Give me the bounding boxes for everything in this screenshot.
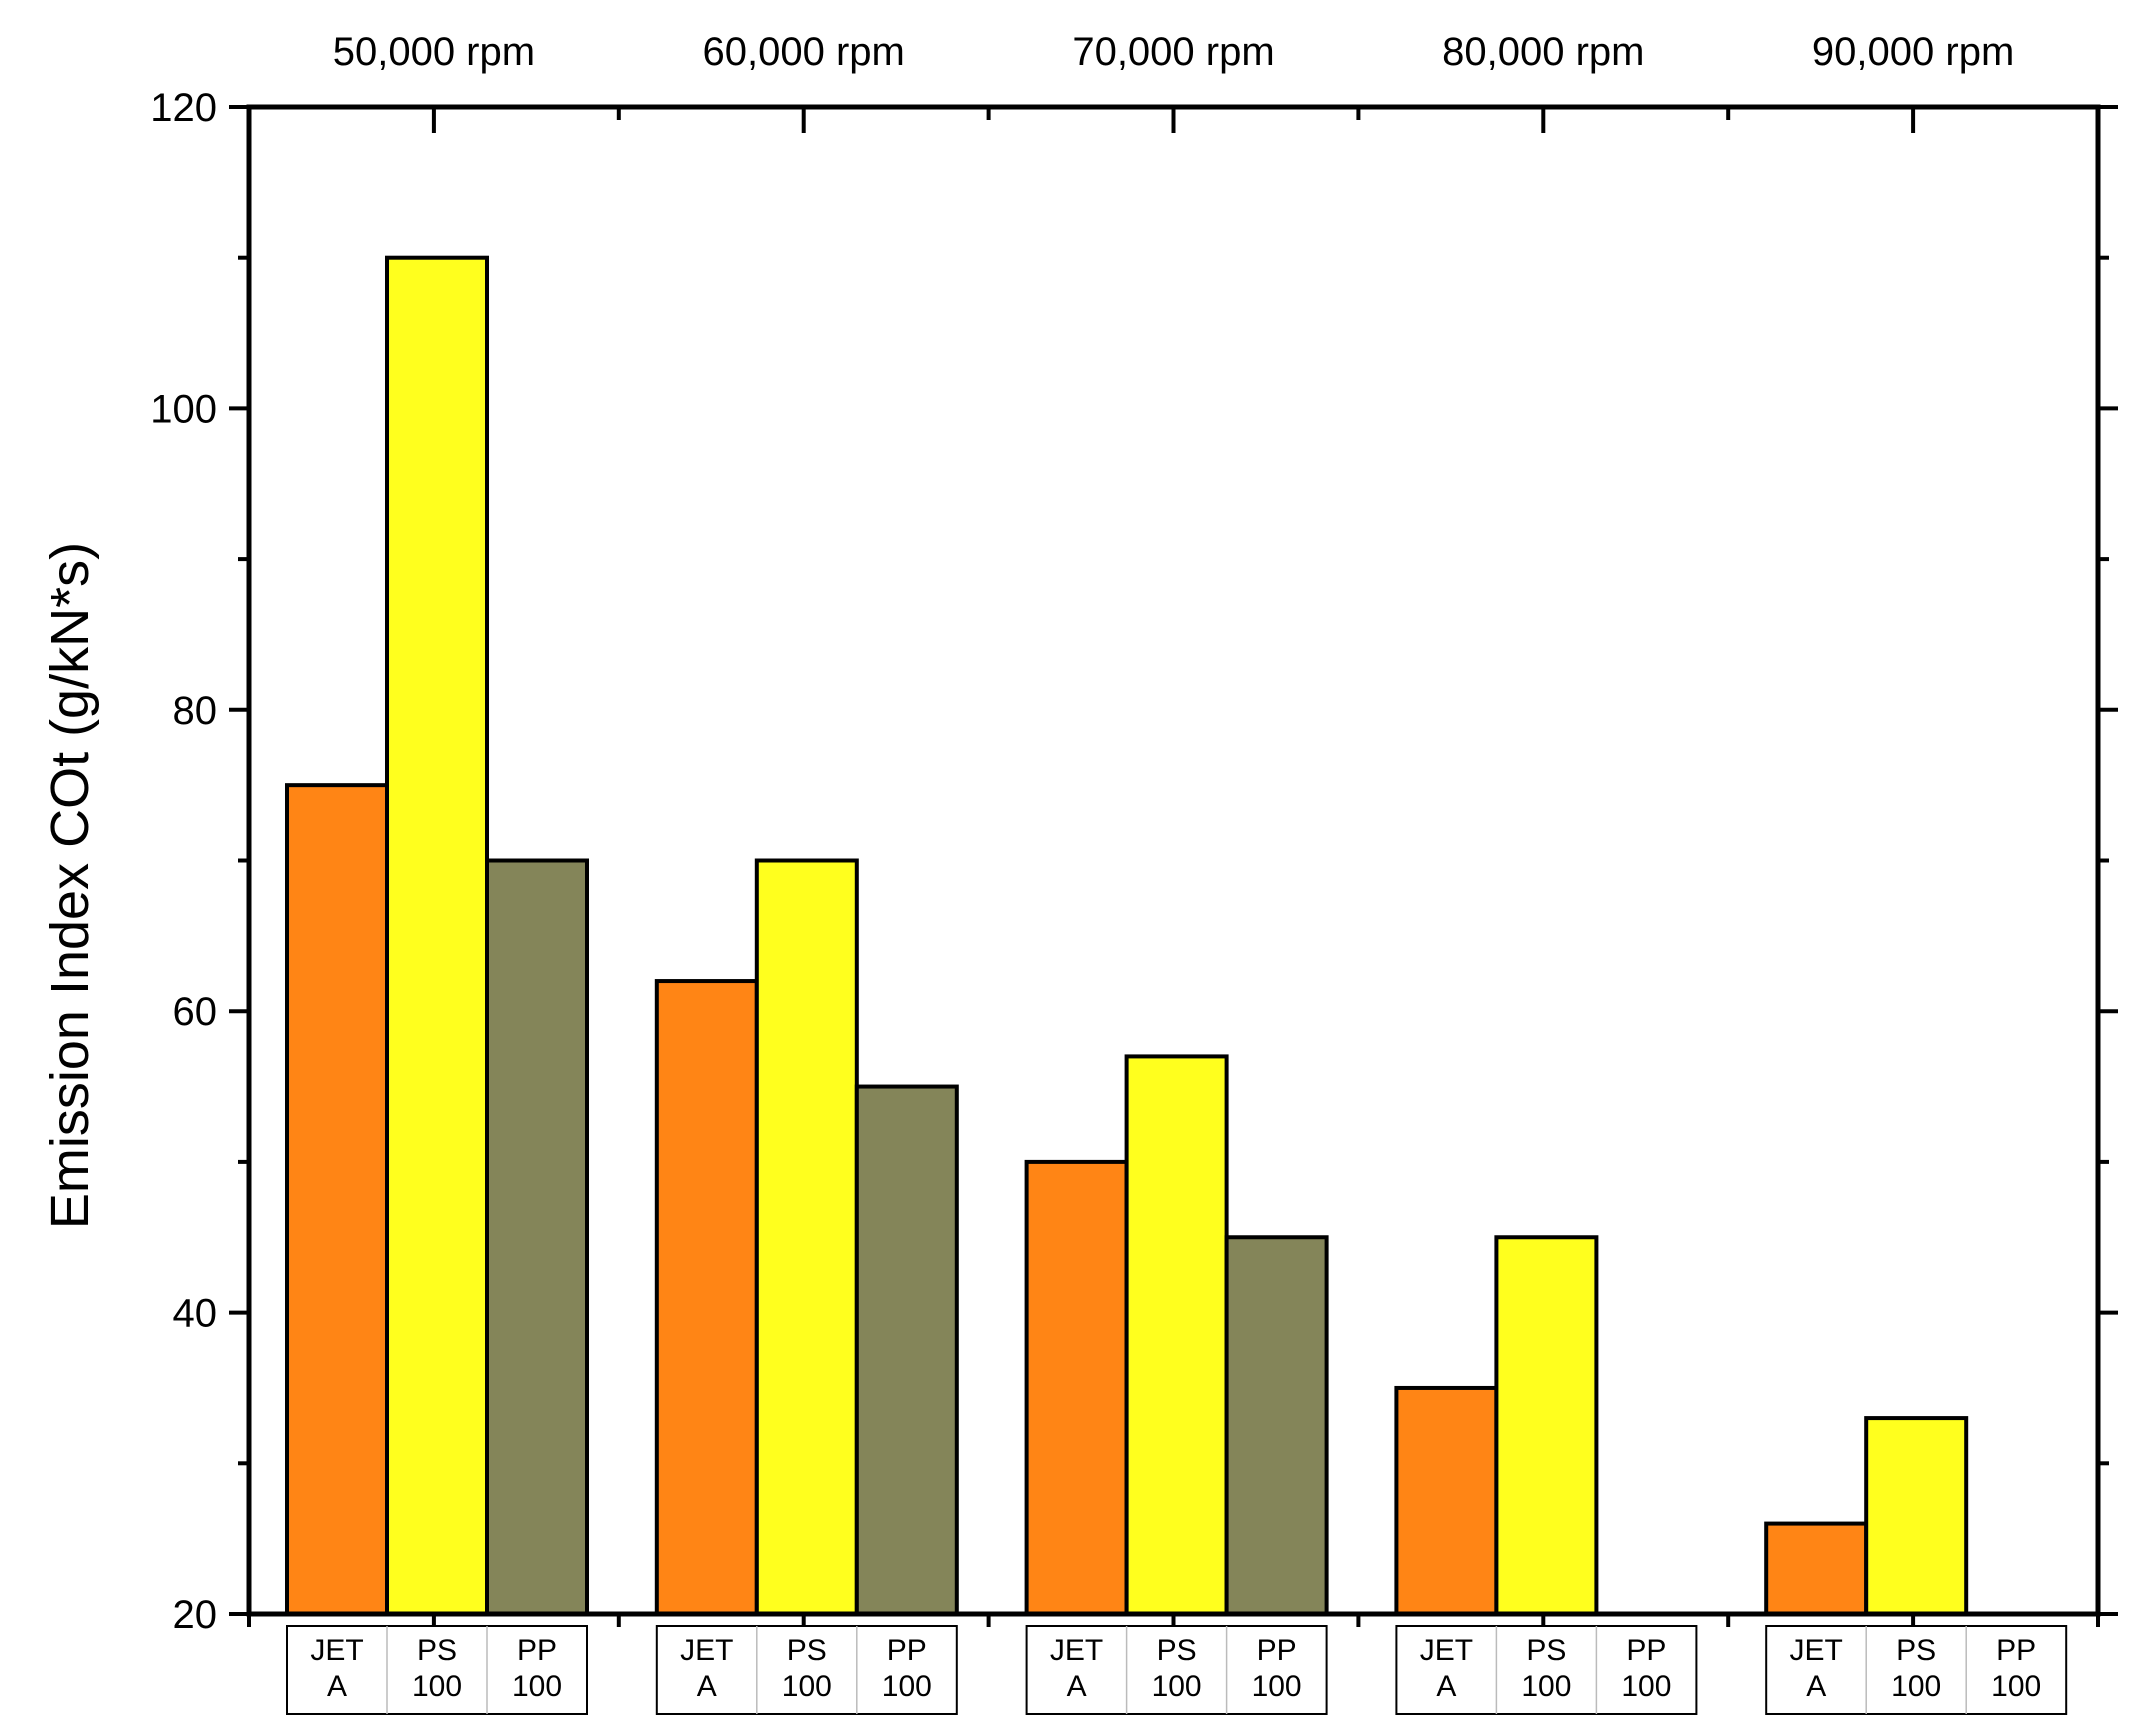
category-label-text: PP xyxy=(887,1634,927,1667)
category-label-text: 100 xyxy=(1991,1670,2041,1703)
bar-jet-a-4 xyxy=(1394,1385,1499,1616)
group-label-top: 70,000 rpm xyxy=(1072,30,1274,74)
category-label-text: PP xyxy=(517,1634,557,1667)
category-label-text: A xyxy=(1806,1670,1826,1703)
bar-pp-100-2 xyxy=(854,1084,959,1617)
category-label-box xyxy=(1765,1625,2068,1715)
category-label-text: A xyxy=(1067,1670,1087,1703)
bar-jet-a-5 xyxy=(1764,1521,1869,1616)
bar-ps-100-4 xyxy=(1494,1235,1599,1616)
bars-layer xyxy=(285,255,1969,1617)
category-label-text: A xyxy=(697,1670,717,1703)
category-label-box xyxy=(655,1625,958,1715)
group-label-top: 60,000 rpm xyxy=(703,30,905,74)
y-tick-label: 120 xyxy=(150,86,217,130)
bar-pp-100-3 xyxy=(1224,1235,1329,1616)
y-tick-label: 40 xyxy=(173,1292,218,1336)
category-label-text: JET xyxy=(1420,1634,1473,1667)
category-label-box xyxy=(286,1625,588,1715)
bar-ps-100-5 xyxy=(1864,1416,1969,1616)
category-label-text: 100 xyxy=(1891,1670,1941,1703)
category-label-text: 100 xyxy=(1252,1670,1302,1703)
bar-ps-100-1 xyxy=(385,255,489,1617)
category-label-box xyxy=(1395,1625,1698,1715)
bar-jet-a-2 xyxy=(654,979,759,1616)
bar-jet-a-3 xyxy=(1024,1159,1129,1617)
category-label-text: PS xyxy=(417,1634,457,1667)
bar-pp-100-1 xyxy=(485,858,589,1616)
category-label-text: 100 xyxy=(1521,1670,1571,1703)
category-label-text: PS xyxy=(787,1634,827,1667)
category-label-text: A xyxy=(1436,1670,1456,1703)
category-label-text: PS xyxy=(1526,1634,1566,1667)
y-tick-label: 20 xyxy=(173,1593,218,1637)
labels-layer: 20 40 60 80 100 120 50,000 rpm 60,000 rpm 70,000… xyxy=(40,30,2068,1715)
category-label-text: PP xyxy=(1257,1634,1297,1667)
y-tick-label: 80 xyxy=(173,689,218,733)
category-label-text: 100 xyxy=(782,1670,832,1703)
category-label-text: 100 xyxy=(1621,1670,1671,1703)
group-label-top: 90,000 rpm xyxy=(1812,30,2014,74)
category-label-text: PS xyxy=(1157,1634,1197,1667)
y-tick-label: 60 xyxy=(173,990,218,1034)
bar-ps-100-2 xyxy=(754,858,859,1616)
category-label-text: JET xyxy=(310,1634,363,1667)
category-label-text: PP xyxy=(1996,1634,2036,1667)
bar-jet-a-1 xyxy=(285,783,389,1616)
category-label-text: A xyxy=(327,1670,347,1703)
category-label-text: PS xyxy=(1896,1634,1936,1667)
category-label-text: 100 xyxy=(412,1670,462,1703)
category-label-text: 100 xyxy=(882,1670,932,1703)
group-label-top: 50,000 rpm xyxy=(333,30,535,74)
y-axis-label: Emission Index COt (g/kN*s) xyxy=(40,542,100,1229)
group-label-top: 80,000 rpm xyxy=(1442,30,1644,74)
category-label-text: JET xyxy=(1790,1634,1843,1667)
category-label-box xyxy=(1025,1625,1328,1715)
category-label-text: JET xyxy=(680,1634,733,1667)
category-label-text: JET xyxy=(1050,1634,1103,1667)
category-label-text: 100 xyxy=(512,1670,562,1703)
category-label-text: 100 xyxy=(1152,1670,1202,1703)
category-label-text: PP xyxy=(1626,1634,1666,1667)
y-tick-label: 100 xyxy=(150,387,217,431)
bar-ps-100-3 xyxy=(1124,1054,1229,1617)
